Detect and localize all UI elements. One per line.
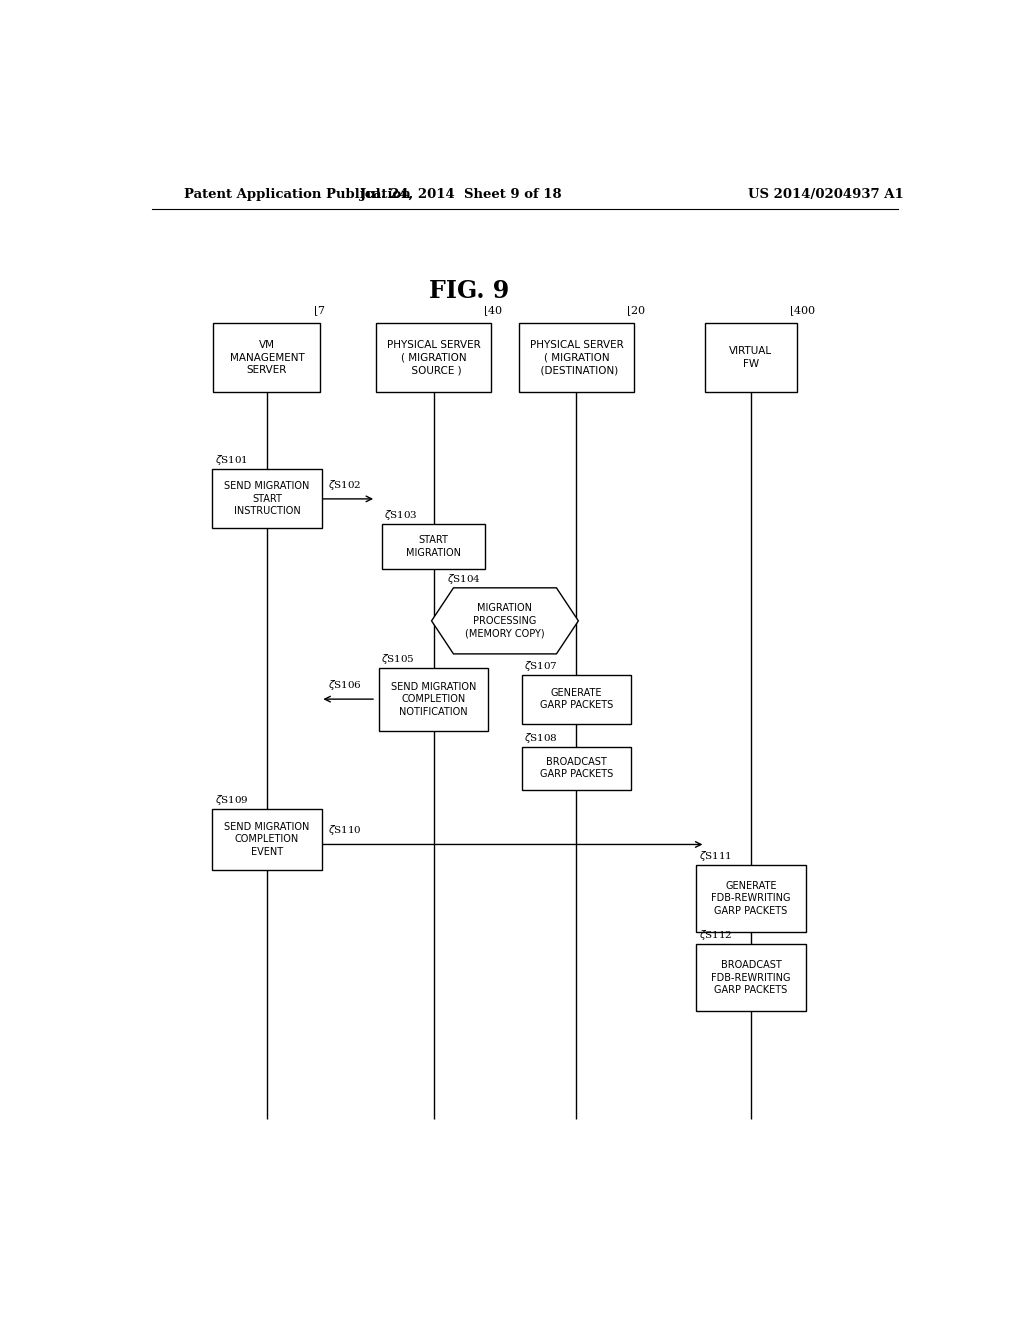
Text: $\zeta$S109: $\zeta$S109 xyxy=(214,793,249,807)
FancyBboxPatch shape xyxy=(521,675,631,723)
Text: $\mathsf{\lfloor}$7: $\mathsf{\lfloor}$7 xyxy=(312,304,325,318)
Text: SEND MIGRATION
START
INSTRUCTION: SEND MIGRATION START INSTRUCTION xyxy=(224,482,309,516)
Text: Jul. 24, 2014  Sheet 9 of 18: Jul. 24, 2014 Sheet 9 of 18 xyxy=(360,189,562,202)
Text: $\mathsf{\lfloor}$40: $\mathsf{\lfloor}$40 xyxy=(483,304,503,318)
Text: START
MIGRATION: START MIGRATION xyxy=(407,536,461,558)
FancyBboxPatch shape xyxy=(696,865,806,932)
Text: FIG. 9: FIG. 9 xyxy=(429,279,509,302)
Text: MIGRATION
PROCESSING
(MEMORY COPY): MIGRATION PROCESSING (MEMORY COPY) xyxy=(465,603,545,639)
Text: VIRTUAL
FW: VIRTUAL FW xyxy=(729,346,772,368)
FancyBboxPatch shape xyxy=(519,323,634,392)
Text: $\mathsf{\lfloor}$20: $\mathsf{\lfloor}$20 xyxy=(626,304,646,318)
Text: VM
MANAGEMENT
SERVER: VM MANAGEMENT SERVER xyxy=(229,341,304,375)
Text: $\zeta$S101: $\zeta$S101 xyxy=(214,453,248,467)
Text: PHYSICAL SERVER
( MIGRATION
  SOURCE ): PHYSICAL SERVER ( MIGRATION SOURCE ) xyxy=(387,341,480,375)
FancyBboxPatch shape xyxy=(706,323,797,392)
Text: SEND MIGRATION
COMPLETION
NOTIFICATION: SEND MIGRATION COMPLETION NOTIFICATION xyxy=(391,681,476,717)
Text: PHYSICAL SERVER
( MIGRATION
  (DESTINATION): PHYSICAL SERVER ( MIGRATION (DESTINATION… xyxy=(529,341,624,375)
FancyBboxPatch shape xyxy=(212,809,322,870)
Text: SEND MIGRATION
COMPLETION
EVENT: SEND MIGRATION COMPLETION EVENT xyxy=(224,822,309,857)
FancyBboxPatch shape xyxy=(213,323,321,392)
Text: $\zeta$S106: $\zeta$S106 xyxy=(329,678,362,692)
Text: BROADCAST
GARP PACKETS: BROADCAST GARP PACKETS xyxy=(540,758,613,779)
Text: $\zeta$S103: $\zeta$S103 xyxy=(384,508,418,523)
Text: $\zeta$S108: $\zeta$S108 xyxy=(524,731,558,744)
Polygon shape xyxy=(431,587,579,653)
FancyBboxPatch shape xyxy=(382,524,485,569)
Text: GENERATE
GARP PACKETS: GENERATE GARP PACKETS xyxy=(540,688,613,710)
FancyBboxPatch shape xyxy=(379,668,488,731)
Text: $\zeta$S111: $\zeta$S111 xyxy=(698,849,732,863)
Text: $\mathsf{\lfloor}$400: $\mathsf{\lfloor}$400 xyxy=(788,304,815,318)
Text: $\zeta$S107: $\zeta$S107 xyxy=(524,659,558,673)
Text: $\zeta$S105: $\zeta$S105 xyxy=(381,652,415,665)
FancyBboxPatch shape xyxy=(376,323,492,392)
Text: $\zeta$S112: $\zeta$S112 xyxy=(698,928,732,942)
Text: $\zeta$S104: $\zeta$S104 xyxy=(447,572,481,586)
Text: US 2014/0204937 A1: US 2014/0204937 A1 xyxy=(749,189,904,202)
Text: Patent Application Publication: Patent Application Publication xyxy=(183,189,411,202)
FancyBboxPatch shape xyxy=(521,747,631,789)
FancyBboxPatch shape xyxy=(212,470,322,528)
Text: GENERATE
FDB-REWRITING
GARP PACKETS: GENERATE FDB-REWRITING GARP PACKETS xyxy=(712,880,791,916)
Text: BROADCAST
FDB-REWRITING
GARP PACKETS: BROADCAST FDB-REWRITING GARP PACKETS xyxy=(712,960,791,995)
Text: $\zeta$S110: $\zeta$S110 xyxy=(329,824,362,837)
FancyBboxPatch shape xyxy=(696,944,806,1011)
Text: $\zeta$S102: $\zeta$S102 xyxy=(329,478,361,492)
